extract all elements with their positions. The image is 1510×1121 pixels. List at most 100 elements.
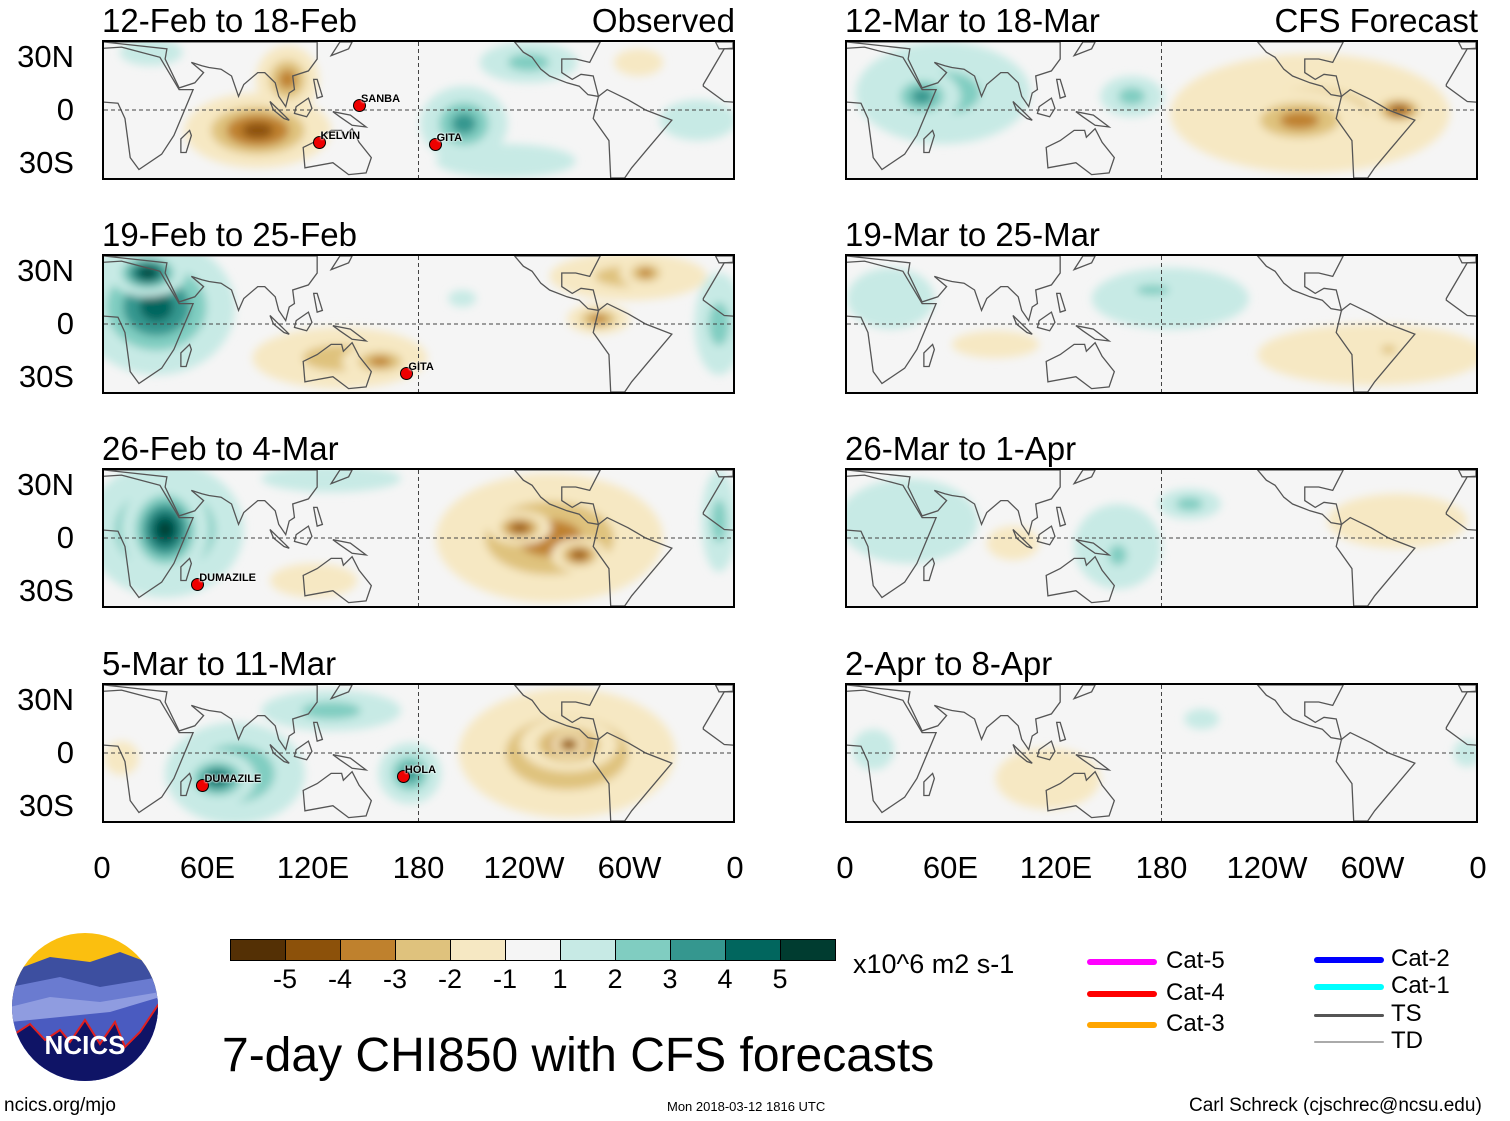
track-legend-label: Cat-2 [1391,945,1450,972]
anomaly-contour [451,113,477,135]
coastline [1074,256,1095,270]
coastline [181,130,191,152]
y-tick-label: 30N [17,682,74,717]
panel-source-label: Observed [591,2,735,39]
x-tick-label: 60W [1340,850,1405,885]
coastline [1336,733,1415,821]
y-tick-label: 30N [17,39,74,74]
coastline [333,326,366,341]
storm-marker-icon [400,367,414,381]
coastline [331,685,352,699]
coastline [1037,312,1054,331]
coastline [270,102,289,121]
y-tick-label: 30S [18,788,74,823]
coastline [593,733,672,821]
coastline [294,741,311,760]
x-tick-label: 0 [1469,850,1487,885]
map-panel: DUMAZILE HOLA [102,683,735,823]
coastline [1074,685,1095,699]
coastline [1446,47,1476,169]
panel-title: 19-Feb to 25-Feb [102,216,357,253]
svg-text:NCICS: NCICS [45,1030,126,1060]
anomaly-contour [119,42,183,66]
panel-title: 26-Mar to 1-Apr [845,430,1077,467]
anomaly-contour [1136,284,1170,296]
anomaly-contour [278,69,297,90]
anomaly-contour [951,330,1040,358]
storm-label: DUMAZILE [199,571,257,584]
storm-marker-icon [196,778,210,792]
storm-marker-icon [428,137,442,151]
colorbar-tick-label: 3 [662,964,678,994]
map-panel [845,468,1478,608]
coastline [924,130,934,152]
track-legend-label: TD [1391,1027,1423,1054]
track-legend-label: Cat-3 [1166,1010,1225,1037]
x-tick-label: 120E [1019,850,1093,885]
track-legend-label: Cat-4 [1166,979,1225,1006]
coastline [1258,42,1344,96]
coastline [847,475,936,597]
panel-title: 26-Feb to 4-Mar [102,430,339,467]
coastline [104,690,193,812]
panel-title: 12-Mar to 18-Mar [845,2,1100,39]
map-panel [845,254,1478,394]
coastline [181,773,191,795]
coastline [924,773,934,795]
colorbar-tick-label: -3 [382,964,408,994]
coastline [847,256,1060,321]
track-legend-line [1087,991,1157,997]
x-tick-label: 180 [1135,850,1188,885]
colorbar-swatch [395,939,451,961]
coastline [1258,256,1344,310]
coastline [703,47,733,169]
credit: Carl Schreck (cjschrec@ncsu.edu) [1189,1095,1482,1116]
storm-marker-icon [191,577,205,591]
coastline [1076,755,1109,770]
coastline [716,42,733,49]
coastline [1459,470,1476,477]
track-legend-line [1314,984,1384,990]
panel-title: 19-Mar to 25-Mar [845,216,1100,253]
coastline [593,518,672,606]
coastline [1258,685,1344,739]
coastline [331,42,352,56]
colorbar-swatch [725,939,781,961]
figure-title: 7-day CHI850 with CFS forecasts [222,1029,935,1082]
x-tick-label: 0 [726,850,744,885]
track-legend-line [1314,1041,1384,1043]
coastline [1057,79,1066,98]
track-legend-line [1314,1013,1384,1017]
anomaly-contour [513,524,527,532]
coastline [104,261,193,383]
anomaly-contour [104,741,139,776]
coastline [593,90,672,178]
colorbar-swatch [230,939,286,961]
x-tick-label: 0 [836,850,854,885]
coastline [1074,470,1095,484]
coastline [1013,316,1032,335]
coastline [1076,326,1109,341]
coastline [924,558,934,580]
y-tick-label: 30S [18,573,74,608]
anomaly-contour [1108,544,1127,566]
panel-source-label: CFS Forecast [1274,2,1478,39]
anomaly-contour [139,292,174,322]
anomaly-contour [708,302,730,346]
map-panel: GITA [102,254,735,394]
coastline [1336,90,1415,178]
x-tick-label: 0 [93,850,111,885]
coastline [1074,42,1095,56]
coastline [847,47,936,169]
coastline [1459,685,1476,692]
coastline [104,42,317,107]
colorbar-tick-label: -2 [437,964,463,994]
storm-label: DUMAZILE [204,772,262,785]
anomaly-contour [852,729,895,770]
anomaly-contour [507,53,550,72]
colorbar-swatch [780,939,836,961]
source-link[interactable]: ncics.org/mjo [4,1095,116,1116]
panel-title: 5-Mar to 11-Mar [102,645,337,682]
anomaly-contour [242,122,274,139]
